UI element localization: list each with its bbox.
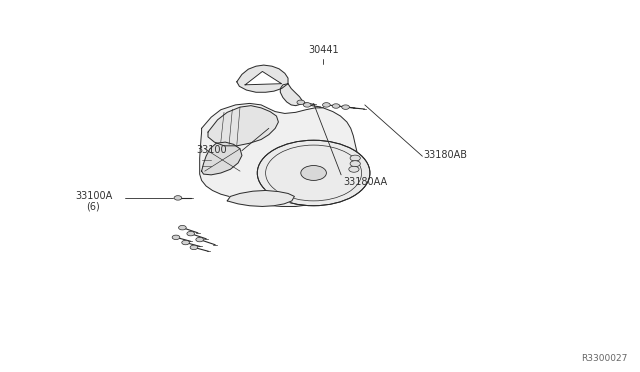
Circle shape [172, 235, 180, 240]
Text: 33180AB: 33180AB [424, 151, 468, 160]
Polygon shape [208, 106, 278, 146]
Polygon shape [202, 142, 242, 175]
Text: (6): (6) [86, 201, 99, 211]
Circle shape [323, 103, 330, 107]
Circle shape [174, 196, 182, 200]
Circle shape [350, 155, 360, 161]
Circle shape [342, 105, 349, 109]
Circle shape [190, 245, 198, 250]
Circle shape [182, 240, 189, 245]
Text: 33100A: 33100A [76, 192, 113, 201]
Text: 30441: 30441 [308, 45, 339, 55]
Circle shape [303, 103, 311, 107]
Polygon shape [280, 84, 302, 106]
Circle shape [297, 100, 305, 105]
Circle shape [332, 104, 340, 108]
Text: R3300027: R3300027 [581, 354, 627, 363]
Circle shape [301, 166, 326, 180]
Circle shape [350, 161, 360, 167]
Polygon shape [227, 190, 294, 206]
Text: 33180AA: 33180AA [343, 177, 387, 187]
Polygon shape [200, 103, 357, 206]
Circle shape [257, 140, 370, 206]
Circle shape [196, 237, 204, 242]
Polygon shape [245, 71, 282, 85]
Polygon shape [237, 65, 288, 92]
Text: 33100: 33100 [196, 145, 227, 155]
Circle shape [349, 166, 359, 172]
Circle shape [187, 231, 195, 236]
Circle shape [179, 225, 186, 230]
